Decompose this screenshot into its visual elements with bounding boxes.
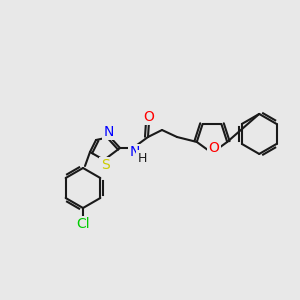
Text: S: S bbox=[100, 158, 109, 172]
Text: O: O bbox=[208, 141, 219, 155]
Text: N: N bbox=[104, 125, 114, 139]
Text: O: O bbox=[144, 110, 154, 124]
Text: Cl: Cl bbox=[76, 217, 90, 231]
Text: N: N bbox=[130, 145, 140, 159]
Text: H: H bbox=[137, 152, 147, 164]
